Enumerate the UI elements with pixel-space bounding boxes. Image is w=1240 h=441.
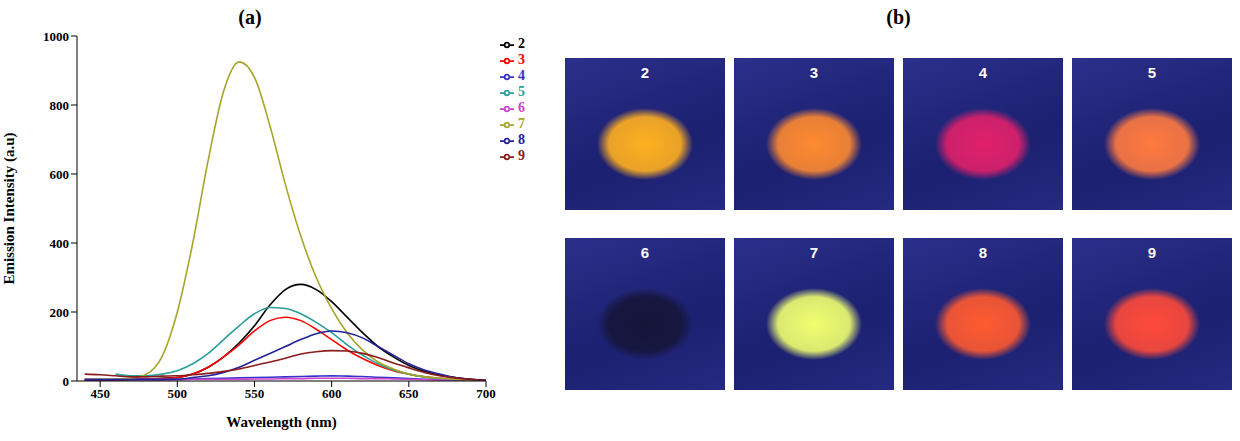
html-text:5: 5 [1147,64,1157,81]
svg-text:800: 800 [50,98,70,113]
svg-text:400: 400 [50,236,70,251]
svg-text:0: 0 [63,374,70,389]
html-text:5: 5 [518,84,525,99]
svg-text:200: 200 [50,305,70,320]
html-text:9: 9 [1147,244,1157,261]
svg-text:550: 550 [245,386,265,401]
html-text:7: 7 [518,116,525,131]
html-text:2: 2 [640,64,650,81]
html-text:3: 3 [809,64,819,81]
svg-text:650: 650 [399,386,419,401]
html-text:(b): (b) [886,6,911,28]
svg-text:600: 600 [50,167,70,182]
html-text:7: 7 [809,244,819,261]
svg-text:500: 500 [168,386,188,401]
svg-text:Emission Intensity (a.u): Emission Intensity (a.u) [1,132,18,284]
html-text:6: 6 [518,100,525,115]
html-text:(a): (a) [238,6,262,28]
html-text:8: 8 [518,132,525,147]
svg-text:450: 450 [90,386,110,401]
html-text:9: 9 [518,148,525,163]
svg-text:700: 700 [476,386,496,401]
html-text:2: 2 [518,36,525,51]
html-text:6: 6 [640,244,650,261]
html-text:4: 4 [978,64,988,81]
svg-text:Wavelength (nm): Wavelength (nm) [226,414,336,431]
html-text:4: 4 [518,68,525,83]
svg-text:600: 600 [322,386,342,401]
html-text:3: 3 [518,52,525,67]
svg-text:1000: 1000 [43,29,69,44]
html-text:8: 8 [978,244,988,261]
